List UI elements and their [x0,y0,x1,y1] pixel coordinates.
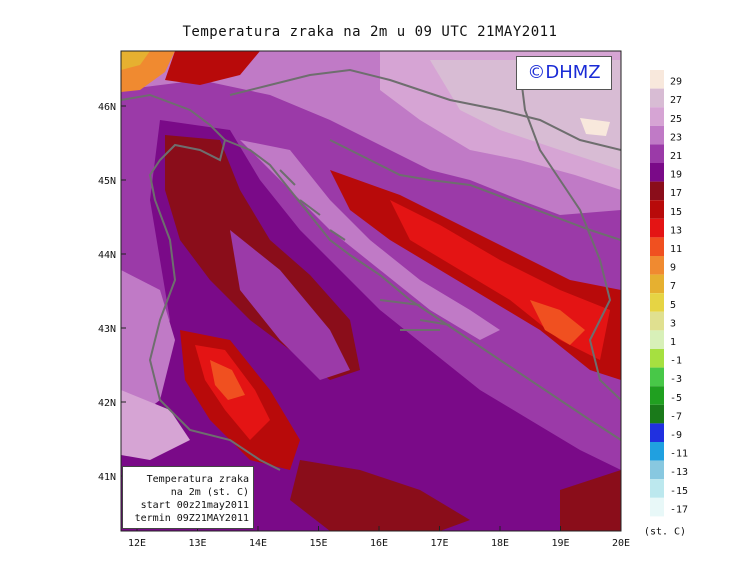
field-dinaric-orange [530,300,585,345]
legend-level-label: -13 [670,467,688,478]
y-tick-label: 41N [98,472,116,483]
info-line-4: termin 09Z21MAY2011 [134,513,249,524]
legend-level-label: 27 [670,95,682,106]
legend-level-label: 25 [670,114,682,125]
legend-level-label: 15 [670,207,682,218]
field-coast-lavender [240,140,500,340]
legend-swatch [650,460,664,480]
legend-swatch [650,479,664,498]
legend-swatch [650,293,664,312]
axis-tick-labels: 12E 13E 14E 15E 16E 17E 18E 19E 20E 46N 45N 44N 43N 4… [98,102,630,549]
field-nw-yellow [121,51,150,70]
legend-level-label: 7 [670,281,676,292]
y-tick-label: 42N [98,398,116,409]
y-tick-label: 43N [98,324,116,335]
legend-level-label: 13 [670,225,682,236]
x-tick-label: 16E [370,538,388,549]
legend-swatch [650,386,664,405]
legend-swatch [650,423,664,442]
legend-swatch [650,367,664,387]
legend-swatch [650,218,664,238]
legend-level-label: -9 [670,430,682,441]
info-box: Temperatura zraka na 2m (st. C) start 00… [122,466,254,529]
field-italy-orange [210,360,245,400]
info-line-2: na 2m (st. C) [170,487,249,498]
legend-level-label: 9 [670,263,676,274]
border-inland [329,139,621,241]
field-hot-spot-ne [580,118,610,136]
y-tick-label: 46N [98,102,116,113]
x-tick-label: 17E [430,538,448,549]
legend-level-label: 11 [670,244,682,255]
legend-swatch [650,107,664,126]
legend-swatch [650,200,664,219]
legend-level-label: -5 [670,393,682,404]
x-tick-label: 18E [491,538,509,549]
map-title: Temperatura zraka na 2m u 09 UTC 21MAY20… [182,24,558,40]
y-tick-label: 45N [98,176,116,187]
legend-level-label: -17 [670,504,688,515]
legend-swatch [650,256,664,275]
field-italy-west-lavender [121,270,175,430]
axis-ticks [121,105,622,531]
legend-level-label: -7 [670,411,682,422]
info-line-1: Temperatura zraka [146,474,249,485]
x-tick-label: 15E [309,538,327,549]
legend-level-label: -1 [670,356,682,367]
legend-level-label: 3 [670,318,676,329]
y-tick-label: 44N [98,250,116,261]
field-south-dark-red [290,460,470,531]
copyright-badge: ©DHMZ [516,56,612,90]
x-tick-label: 19E [551,538,569,549]
temperature-field [121,51,621,531]
legend-swatch [650,181,664,201]
border-north [229,68,621,151]
legend-level-label: 19 [670,170,682,181]
field-nw-red [165,51,260,85]
legend-swatch [650,497,664,517]
legend-swatch [650,274,664,294]
legend-swatch [650,144,664,163]
field-south-red [560,470,621,531]
map-frame [120,50,622,532]
field-italy-west-light [121,390,190,460]
legend-swatch [650,404,664,424]
legend-swatch [650,311,664,331]
legend-level-label: 17 [670,188,682,199]
islands [279,169,451,331]
legend-swatch [650,349,664,368]
coastlines [121,68,621,471]
legend-level-label: -11 [670,449,688,460]
legend-level-label: -3 [670,374,682,385]
legend-swatch [650,88,664,108]
legend-swatch [650,125,664,145]
x-tick-label: 13E [188,538,206,549]
coastline-croatia [224,139,621,441]
x-tick-label: 12E [128,538,146,549]
info-line-3: start 00z21may2011 [140,500,249,511]
legend-swatch [650,70,664,89]
legend-level-label: 21 [670,151,682,162]
x-tick-label: 20E [612,538,630,549]
legend-level-label: -15 [670,486,688,497]
legend-level-label: 23 [670,132,682,143]
border-east [519,69,621,401]
field-sea-purple-strip [230,230,350,380]
legend-swatch [650,330,664,349]
legend-level-label: 5 [670,300,676,311]
legend-unit: (st. C) [644,526,686,537]
x-tick-label: 14E [249,538,267,549]
legend-swatch [650,163,664,182]
legend-swatch [650,237,664,256]
legend-level-label: 1 [670,337,676,348]
coastline-italy [121,93,281,471]
legend-level-label: 29 [670,77,682,88]
legend-swatch [650,442,664,461]
